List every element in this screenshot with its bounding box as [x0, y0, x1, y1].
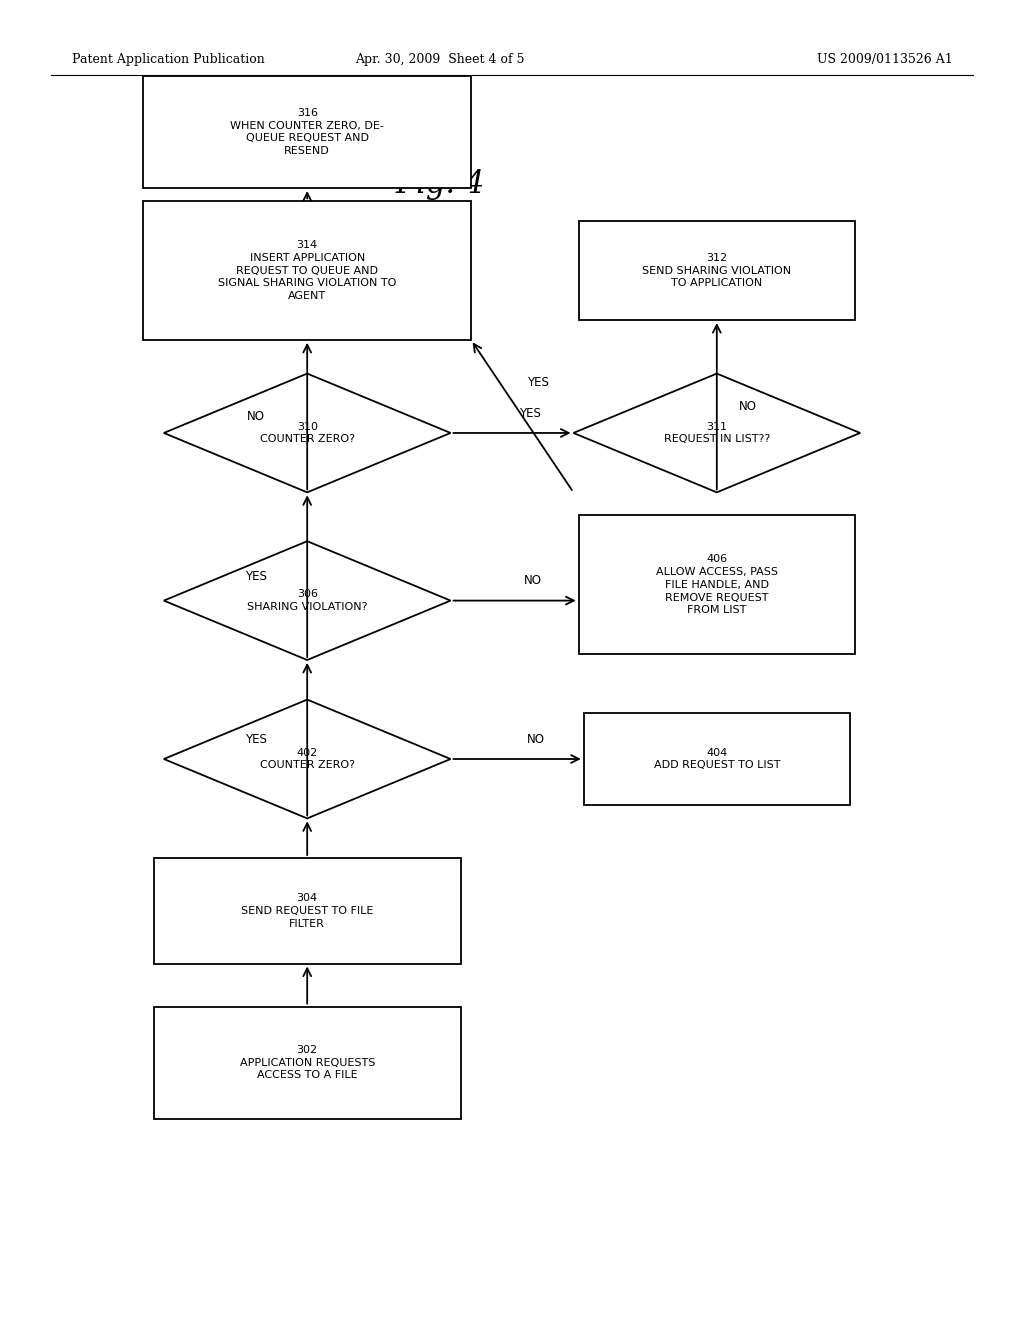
FancyBboxPatch shape — [143, 201, 471, 339]
Text: 310
COUNTER ZERO?: 310 COUNTER ZERO? — [260, 421, 354, 445]
Polygon shape — [573, 374, 860, 492]
Text: YES: YES — [245, 570, 267, 582]
Text: 312
SEND SHARING VIOLATION
TO APPLICATION: 312 SEND SHARING VIOLATION TO APPLICATIO… — [642, 253, 792, 288]
Text: NO: NO — [526, 733, 545, 746]
Text: Patent Application Publication: Patent Application Publication — [72, 53, 264, 66]
Text: 402
COUNTER ZERO?: 402 COUNTER ZERO? — [260, 747, 354, 771]
Text: YES: YES — [526, 376, 549, 389]
Text: 404
ADD REQUEST TO LIST: 404 ADD REQUEST TO LIST — [653, 747, 780, 771]
FancyBboxPatch shape — [579, 515, 855, 653]
Text: 306
SHARING VIOLATION?: 306 SHARING VIOLATION? — [247, 589, 368, 612]
Text: YES: YES — [245, 733, 267, 746]
Text: Apr. 30, 2009  Sheet 4 of 5: Apr. 30, 2009 Sheet 4 of 5 — [355, 53, 525, 66]
Text: NO: NO — [738, 400, 757, 413]
Text: Fig. 4: Fig. 4 — [395, 169, 485, 201]
Text: 406
ALLOW ACCESS, PASS
FILE HANDLE, AND
REMOVE REQUEST
FROM LIST: 406 ALLOW ACCESS, PASS FILE HANDLE, AND … — [655, 554, 778, 615]
Text: YES: YES — [519, 407, 542, 420]
Text: 302
APPLICATION REQUESTS
ACCESS TO A FILE: 302 APPLICATION REQUESTS ACCESS TO A FIL… — [240, 1045, 375, 1080]
Text: 311
REQUEST IN LIST??: 311 REQUEST IN LIST?? — [664, 421, 770, 445]
Text: 316
WHEN COUNTER ZERO, DE-
QUEUE REQUEST AND
RESEND: 316 WHEN COUNTER ZERO, DE- QUEUE REQUEST… — [230, 108, 384, 156]
Text: US 2009/0113526 A1: US 2009/0113526 A1 — [816, 53, 952, 66]
FancyBboxPatch shape — [154, 858, 461, 964]
Polygon shape — [164, 700, 451, 818]
Text: 304
SEND REQUEST TO FILE
FILTER: 304 SEND REQUEST TO FILE FILTER — [241, 894, 374, 928]
FancyBboxPatch shape — [584, 713, 850, 805]
FancyBboxPatch shape — [579, 220, 855, 319]
Polygon shape — [164, 374, 451, 492]
Text: NO: NO — [524, 574, 542, 587]
FancyBboxPatch shape — [143, 77, 471, 187]
Text: NO: NO — [247, 409, 265, 422]
Text: 314
INSERT APPLICATION
REQUEST TO QUEUE AND
SIGNAL SHARING VIOLATION TO
AGENT: 314 INSERT APPLICATION REQUEST TO QUEUE … — [218, 240, 396, 301]
Polygon shape — [164, 541, 451, 660]
FancyBboxPatch shape — [154, 1006, 461, 1119]
